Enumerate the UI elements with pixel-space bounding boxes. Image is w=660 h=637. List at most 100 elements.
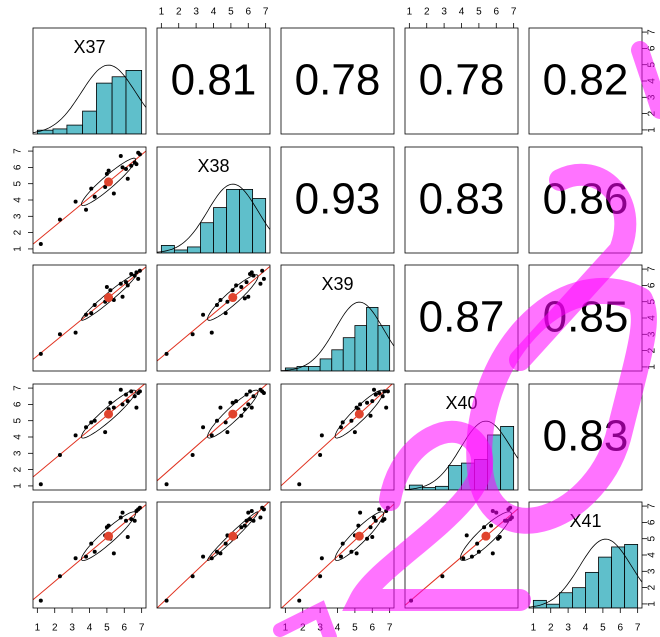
point bbox=[129, 164, 133, 168]
hist-bar bbox=[214, 208, 227, 253]
point bbox=[475, 542, 479, 546]
point bbox=[245, 280, 249, 284]
x-tick-label: 7 bbox=[139, 623, 145, 634]
point bbox=[201, 313, 205, 317]
point bbox=[341, 420, 345, 424]
hist-bar bbox=[332, 350, 343, 371]
point bbox=[370, 399, 374, 403]
point bbox=[84, 208, 88, 212]
point bbox=[248, 517, 252, 521]
hist-bar bbox=[572, 588, 585, 608]
y-tick-label: 5 bbox=[13, 417, 24, 423]
point bbox=[124, 393, 128, 397]
x-tick-label: 6 bbox=[369, 623, 375, 634]
point bbox=[126, 399, 130, 403]
panel bbox=[33, 65, 146, 134]
x-tick-label: 1 bbox=[159, 7, 165, 18]
point bbox=[215, 303, 219, 307]
point bbox=[258, 515, 262, 519]
point bbox=[369, 525, 373, 529]
point bbox=[224, 542, 228, 546]
panel-frame bbox=[33, 502, 146, 608]
point bbox=[165, 352, 169, 356]
hist-bar bbox=[308, 366, 320, 371]
point bbox=[297, 599, 301, 603]
point bbox=[384, 406, 388, 410]
y-tick-label: 5 bbox=[647, 535, 658, 541]
point bbox=[58, 453, 62, 457]
panel bbox=[33, 267, 146, 359]
y-tick-label: 1 bbox=[13, 246, 24, 252]
point bbox=[136, 507, 140, 511]
point bbox=[297, 482, 301, 486]
point bbox=[353, 430, 357, 434]
x-tick-label: 4 bbox=[583, 623, 589, 634]
hist-bar bbox=[559, 593, 572, 608]
point bbox=[89, 187, 93, 191]
point bbox=[224, 311, 228, 315]
mean-point bbox=[104, 293, 113, 302]
panel bbox=[281, 382, 394, 486]
point bbox=[124, 519, 128, 523]
y-tick-label: 6 bbox=[647, 282, 658, 288]
correlation: 0.78 bbox=[419, 56, 505, 105]
point bbox=[191, 453, 195, 457]
point bbox=[89, 311, 93, 315]
mean-point bbox=[104, 532, 113, 541]
point bbox=[231, 288, 235, 292]
hist-bar bbox=[37, 130, 53, 134]
mean-point bbox=[228, 293, 237, 302]
point bbox=[74, 433, 78, 437]
point bbox=[105, 172, 109, 176]
x-tick-label: 2 bbox=[52, 623, 58, 634]
fit-line bbox=[33, 383, 146, 477]
point bbox=[39, 352, 43, 356]
point bbox=[93, 550, 97, 554]
mean-point bbox=[355, 410, 364, 419]
point bbox=[215, 550, 219, 554]
point bbox=[382, 389, 386, 393]
point bbox=[119, 388, 123, 392]
point bbox=[386, 389, 390, 393]
point bbox=[465, 533, 469, 537]
point bbox=[136, 391, 140, 395]
point bbox=[93, 419, 97, 423]
point bbox=[93, 195, 97, 199]
point bbox=[112, 551, 116, 555]
hist-bar bbox=[96, 83, 112, 134]
point bbox=[381, 394, 385, 398]
y-tick-label: 7 bbox=[647, 266, 658, 272]
hist-bar bbox=[625, 544, 638, 608]
y-tick-label: 1 bbox=[647, 127, 658, 133]
point bbox=[58, 218, 62, 222]
y-tick-label: 3 bbox=[647, 568, 658, 574]
point bbox=[320, 556, 324, 560]
point bbox=[318, 453, 322, 457]
point bbox=[258, 388, 262, 392]
correlation: 0.93 bbox=[295, 175, 381, 224]
point bbox=[482, 525, 486, 529]
point bbox=[39, 242, 43, 246]
y-tick-label: 3 bbox=[13, 213, 24, 219]
x-tick-label: 6 bbox=[617, 623, 623, 634]
y-tick-label: 3 bbox=[13, 450, 24, 456]
correlation: 0.78 bbox=[295, 56, 381, 105]
y-tick-label: 4 bbox=[13, 197, 24, 203]
x-tick-label: 1 bbox=[531, 623, 537, 634]
point bbox=[489, 524, 493, 528]
point bbox=[134, 406, 138, 410]
hist-bar bbox=[378, 326, 390, 371]
correlation: 0.87 bbox=[419, 293, 505, 342]
point bbox=[58, 332, 62, 336]
mean-point bbox=[228, 410, 237, 419]
y-tick-label: 2 bbox=[647, 584, 658, 590]
hist-bar bbox=[435, 486, 448, 490]
hist-bar bbox=[599, 557, 612, 608]
point bbox=[103, 430, 107, 434]
point bbox=[108, 288, 112, 292]
y-tick-label: 6 bbox=[647, 519, 658, 525]
point bbox=[372, 388, 376, 392]
point bbox=[246, 511, 250, 515]
x-tick-label: 5 bbox=[228, 7, 234, 18]
point bbox=[201, 425, 205, 429]
